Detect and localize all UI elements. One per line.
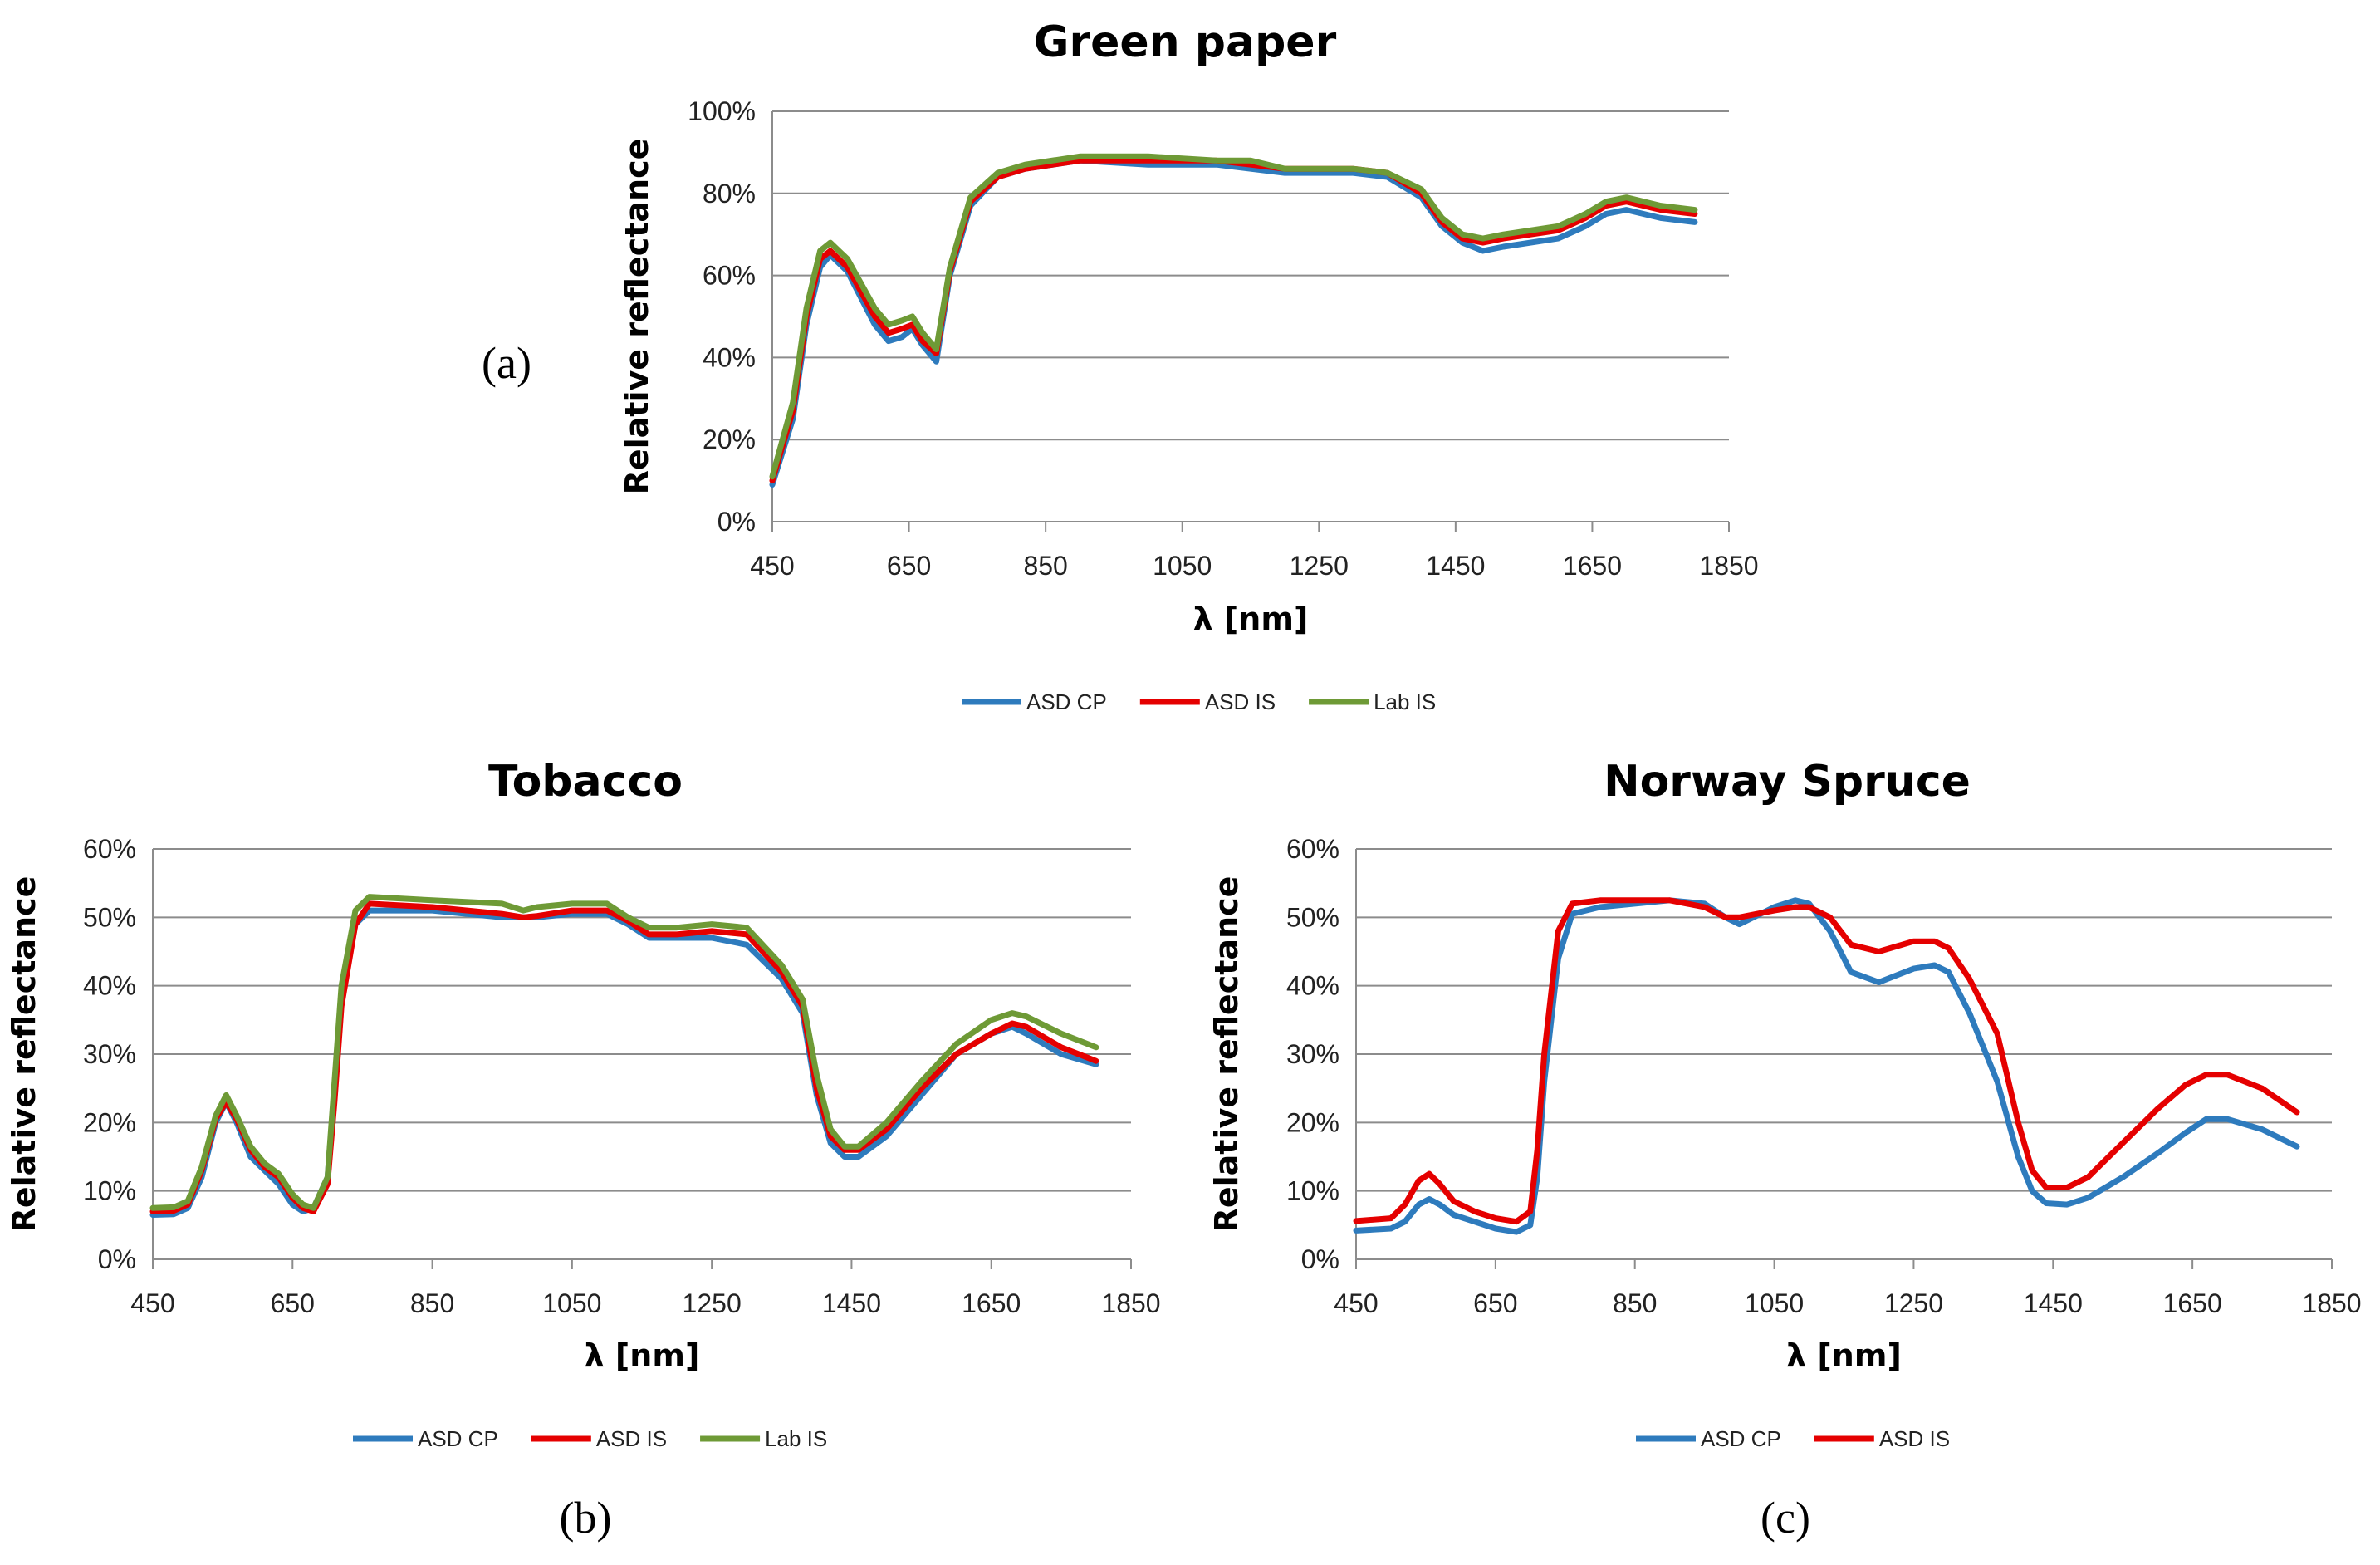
y-tick-label: 10%	[83, 1176, 136, 1206]
legend-label-lab-is: Lab IS	[1374, 689, 1436, 714]
y-tick-label: 20%	[83, 1107, 136, 1137]
x-tick-label: 1450	[2024, 1288, 2083, 1318]
y-tick-label: 30%	[83, 1039, 136, 1069]
legend-label-lab-is: Lab IS	[765, 1426, 827, 1451]
chart-norway-spruce: Norway Spruce 0% 10% 20% 30% 40% 50% 60% 450 650 8…	[1208, 757, 2362, 1451]
y-tick-label: 20%	[1286, 1107, 1339, 1137]
y-tick-label: 40%	[83, 971, 136, 1001]
x-tick-label: 1850	[1699, 551, 1758, 581]
y-tick-label: 60%	[703, 261, 756, 291]
x-tick-label: 1050	[1153, 551, 1212, 581]
y-tick-label: 0%	[717, 507, 756, 537]
y-tick-label: 20%	[703, 424, 756, 454]
y-tick-label: 40%	[703, 342, 756, 372]
series-line-asd-is	[149, 900, 1099, 1214]
x-tick-label: 1650	[962, 1288, 1021, 1318]
panel-label-c: (c)	[1761, 1493, 1810, 1543]
y-tick-label: 50%	[1286, 902, 1339, 932]
series-line-asd-cp	[769, 157, 1698, 488]
x-tick-label: 450	[750, 551, 794, 581]
x-tick-label: 1250	[1884, 1288, 1943, 1318]
x-axis-title: λ [nm]	[585, 1337, 700, 1374]
x-tick-label: 1450	[822, 1288, 881, 1318]
chart-title: Tobacco	[488, 757, 683, 807]
chart-tobacco: Tobacco 0% 10% 20% 30% 40% 50% 60% 450 650 850 1050…	[6, 757, 1161, 1451]
y-tick-label: 0%	[98, 1244, 136, 1274]
x-tick-label: 850	[410, 1288, 454, 1318]
x-axis-title: λ [nm]	[1786, 1337, 1902, 1374]
series-line-asd-is	[769, 157, 1698, 484]
y-tick-label: 10%	[1286, 1176, 1339, 1206]
chart-green-paper: Green paper 0% 20% 40% 60% 80% 100% 450 650 850 10…	[619, 17, 1759, 714]
x-tick-label: 650	[271, 1288, 315, 1318]
x-tick-label: 1250	[1290, 551, 1349, 581]
x-tick-label: 1650	[1563, 551, 1622, 581]
y-tick-label: 60%	[83, 834, 136, 864]
y-tick-label: 40%	[1286, 971, 1339, 1001]
x-tick-label: 1050	[542, 1288, 601, 1318]
series-line-asd-is	[1353, 897, 2300, 1225]
y-axis-title: Relative reflectance	[619, 139, 655, 495]
x-tick-label: 1850	[1101, 1288, 1160, 1318]
x-tick-label: 1250	[683, 1288, 742, 1318]
chart-title: Green paper	[1034, 17, 1337, 67]
x-tick-label: 850	[1613, 1288, 1657, 1318]
y-tick-label: 50%	[83, 902, 136, 932]
y-axis-title: Relative reflectance	[1208, 876, 1245, 1233]
x-tick-label: 650	[1473, 1288, 1517, 1318]
series-line-asd-cp	[149, 907, 1099, 1218]
x-tick-label: 450	[130, 1288, 174, 1318]
x-tick-label: 850	[1023, 551, 1067, 581]
series-line-asd-cp	[1353, 897, 2300, 1235]
panel-label-b: (b)	[560, 1493, 612, 1543]
legend-label-asd-cp: ASD CP	[1701, 1426, 1781, 1451]
y-axis-title: Relative reflectance	[6, 876, 42, 1233]
x-tick-label: 1450	[1426, 551, 1485, 581]
x-tick-label: 1050	[1745, 1288, 1804, 1318]
x-tick-label: 1650	[2163, 1288, 2222, 1318]
y-tick-label: 0%	[1301, 1244, 1339, 1274]
x-tick-label: 450	[1334, 1288, 1378, 1318]
legend-label-asd-cp: ASD CP	[418, 1426, 498, 1451]
x-tick-label: 650	[887, 551, 931, 581]
legend-label-asd-is: ASD IS	[596, 1426, 667, 1451]
panel-label-a: (a)	[482, 338, 531, 388]
chart-title: Norway Spruce	[1604, 757, 1971, 807]
legend-label-asd-is: ASD IS	[1205, 689, 1276, 714]
y-tick-label: 30%	[1286, 1039, 1339, 1069]
legend-label-asd-cp: ASD CP	[1026, 689, 1107, 714]
x-axis-title: λ [nm]	[1193, 601, 1309, 637]
legend-label-asd-is: ASD IS	[1879, 1426, 1950, 1451]
y-tick-label: 80%	[703, 179, 756, 209]
series-line-lab-is	[149, 894, 1099, 1211]
series-line-lab-is	[769, 153, 1698, 480]
y-tick-label: 60%	[1286, 834, 1339, 864]
x-tick-label: 1850	[2302, 1288, 2361, 1318]
y-tick-label: 100%	[688, 96, 756, 126]
